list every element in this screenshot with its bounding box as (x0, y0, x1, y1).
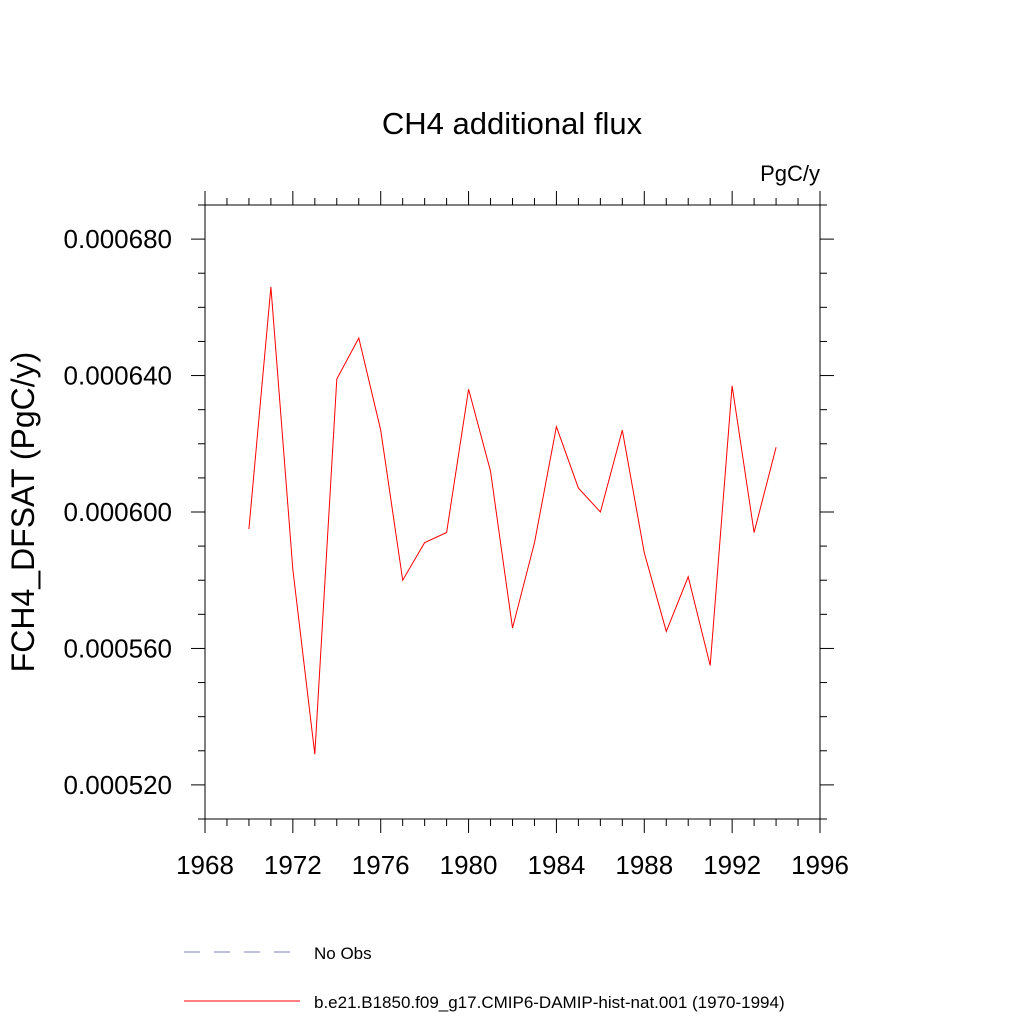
x-tick-labels: 1968 1972 1976 1980 1984 1988 1992 1996 (176, 850, 849, 880)
x-tick-label: 1976 (352, 850, 410, 880)
y-tick-labels: 0.000520 0.000560 0.000600 0.000640 0.000680 (64, 224, 172, 800)
y-tick-label: 0.000600 (64, 497, 172, 527)
x-tick-label: 1996 (791, 850, 849, 880)
x-tick-label: 1984 (528, 850, 586, 880)
y-tick-label: 0.000640 (64, 361, 172, 391)
legend-label: No Obs (314, 944, 372, 963)
x-tick-label: 1968 (176, 850, 234, 880)
x-tick-label: 1980 (440, 850, 498, 880)
x-tick-label: 1992 (703, 850, 761, 880)
y-axis-label: FCH4_DFSAT (PgC/y) (5, 352, 41, 673)
legend: No Obs b.e21.B1850.f09_g17.CMIP6-DAMIP-hi… (184, 944, 785, 1012)
x-tick-label: 1972 (264, 850, 322, 880)
legend-label: b.e21.B1850.f09_g17.CMIP6-DAMIP-hist-nat… (314, 993, 785, 1012)
chart-title: CH4 additional flux (382, 106, 643, 141)
axis-ticks (191, 191, 834, 833)
y-tick-label: 0.000520 (64, 770, 172, 800)
y-tick-label: 0.000560 (64, 633, 172, 663)
series-layer (248, 286, 777, 755)
plot-frame (204, 204, 821, 820)
y-tick-label: 0.000680 (64, 224, 172, 254)
series-line (248, 286, 777, 755)
x-tick-label: 1988 (615, 850, 673, 880)
units-label: PgC/y (760, 161, 820, 186)
